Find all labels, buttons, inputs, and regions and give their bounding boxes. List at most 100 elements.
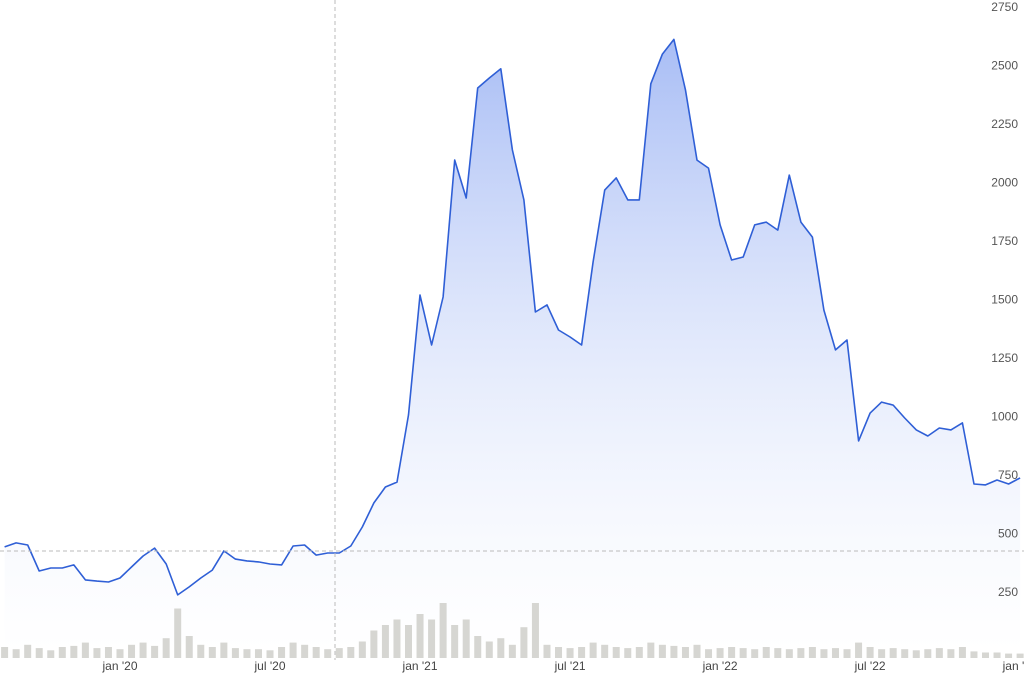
volume-bar	[947, 649, 955, 658]
volume-bar	[428, 619, 436, 658]
y-tick-label: 2750	[991, 0, 1018, 14]
volume-bar	[58, 647, 66, 658]
y-tick-label: 2500	[991, 59, 1018, 73]
volume-bar	[416, 614, 424, 658]
y-tick-label: 1250	[991, 351, 1018, 365]
volume-bar	[751, 649, 759, 658]
x-tick-label: jan '22	[702, 659, 738, 673]
volume-bar	[151, 645, 159, 658]
volume-bar	[324, 649, 332, 658]
volume-bar	[555, 647, 563, 658]
volume-bar	[381, 625, 389, 658]
volume-bar	[1016, 653, 1024, 658]
volume-bar	[820, 649, 828, 658]
volume-bar	[24, 644, 32, 658]
volume-bar	[312, 647, 320, 658]
volume-bar	[70, 645, 78, 658]
volume-bar	[12, 649, 20, 658]
volume-bar	[866, 647, 874, 658]
volume-bar	[647, 642, 655, 658]
volume-bar	[485, 641, 493, 658]
volume-bar	[624, 648, 632, 658]
volume-bar	[81, 642, 89, 658]
volume-bar	[543, 644, 551, 658]
volume-bar	[139, 642, 147, 658]
volume-bar	[670, 645, 678, 658]
y-tick-label: 2250	[991, 117, 1018, 131]
volume-bar	[243, 649, 251, 658]
volume-bar	[347, 647, 355, 658]
volume-bar	[358, 641, 366, 658]
volume-bar	[393, 619, 401, 658]
volume-bar	[197, 644, 205, 658]
y-tick-label: 1500	[991, 293, 1018, 307]
volume-bar	[901, 649, 909, 658]
volume-bar	[266, 650, 274, 658]
x-tick-label: jan '23	[1002, 659, 1024, 673]
volume-bar	[889, 648, 897, 658]
volume-bar	[497, 638, 505, 658]
volume-bar	[785, 649, 793, 658]
volume-bar	[958, 647, 966, 658]
x-tick-label: jul '22	[854, 659, 886, 673]
volume-bar	[185, 636, 193, 658]
x-tick-label: jul '21	[554, 659, 586, 673]
volume-bar	[589, 642, 597, 658]
volume-bar	[774, 648, 782, 658]
volume-bar	[174, 608, 182, 658]
volume-bar	[982, 652, 989, 658]
volume-bar	[254, 649, 262, 658]
y-tick-label: 2000	[991, 176, 1018, 190]
volume-bar	[220, 642, 228, 658]
price-line	[4, 38, 1021, 596]
volume-bar	[1, 647, 9, 658]
volume-bar	[462, 619, 470, 658]
volume-bar	[405, 625, 412, 658]
volume-bar	[474, 636, 482, 658]
volume-bar	[831, 648, 839, 658]
volume-bar	[808, 647, 816, 658]
volume-bar	[301, 644, 309, 658]
volume-bar	[128, 644, 136, 658]
volume-bar	[635, 647, 643, 658]
y-tick-label: 250	[998, 585, 1018, 599]
volume-bar	[912, 650, 920, 658]
volume-bar	[162, 638, 170, 658]
volume-bar	[878, 649, 886, 658]
plot	[1, 38, 1024, 658]
volume-bar	[739, 648, 747, 658]
volume-bar	[716, 648, 724, 658]
y-tick-label: 1750	[991, 234, 1018, 248]
volume-bar	[601, 644, 609, 658]
y-tick-label: 500	[998, 527, 1018, 541]
volume-bar	[531, 603, 539, 658]
area-fill	[4, 39, 1021, 652]
volume-bar	[93, 648, 101, 658]
x-tick-label: jan '20	[102, 659, 138, 673]
volume-bar	[1005, 653, 1013, 658]
volume-bar	[35, 648, 43, 658]
volume-bar	[681, 647, 689, 658]
volume-bar	[335, 648, 343, 658]
volume-bar	[370, 630, 378, 658]
volume-bar	[970, 651, 978, 658]
volume-bar	[116, 649, 124, 658]
volume-bar	[578, 647, 586, 658]
y-tick-label: 1000	[991, 410, 1018, 424]
volume-bar	[993, 652, 1001, 658]
volume-bar	[762, 647, 770, 658]
volume-bar	[231, 648, 239, 658]
volume-bar	[797, 648, 805, 658]
volume-bar	[278, 647, 286, 658]
volume-bar	[508, 644, 516, 658]
volume-bar	[658, 644, 666, 658]
volume-bar	[705, 649, 713, 658]
volume-bar	[451, 625, 459, 658]
y-tick-label: 750	[998, 468, 1018, 482]
volume-bar	[693, 644, 701, 658]
volume-bar	[439, 603, 447, 658]
volume-bar	[208, 647, 216, 658]
volume-bar	[924, 649, 932, 658]
x-tick-label: jul '20	[254, 659, 286, 673]
